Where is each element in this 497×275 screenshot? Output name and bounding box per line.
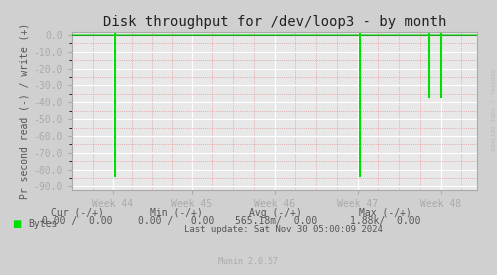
Text: Max (-/+): Max (-/+) bbox=[359, 208, 412, 218]
Text: Cur (-/+): Cur (-/+) bbox=[51, 208, 103, 218]
Title: Disk throughput for /dev/loop3 - by month: Disk throughput for /dev/loop3 - by mont… bbox=[103, 15, 446, 29]
Text: 565.18m/  0.00: 565.18m/ 0.00 bbox=[235, 216, 317, 226]
Text: Munin 2.0.57: Munin 2.0.57 bbox=[219, 257, 278, 266]
Text: Bytes: Bytes bbox=[28, 219, 58, 229]
Text: Min (-/+): Min (-/+) bbox=[150, 208, 203, 218]
Y-axis label: Pr second read (-) / write (+): Pr second read (-) / write (+) bbox=[19, 23, 29, 199]
Text: 0.00 /   0.00: 0.00 / 0.00 bbox=[138, 216, 215, 226]
Text: Last update: Sat Nov 30 05:00:09 2024: Last update: Sat Nov 30 05:00:09 2024 bbox=[184, 226, 383, 234]
Text: 1.88k/  0.00: 1.88k/ 0.00 bbox=[350, 216, 420, 226]
Text: RRDTOOL / TOBI OETIKER: RRDTOOL / TOBI OETIKER bbox=[490, 69, 495, 151]
Text: ■: ■ bbox=[12, 219, 22, 229]
Text: 0.00 /  0.00: 0.00 / 0.00 bbox=[42, 216, 112, 226]
Text: Avg (-/+): Avg (-/+) bbox=[249, 208, 302, 218]
